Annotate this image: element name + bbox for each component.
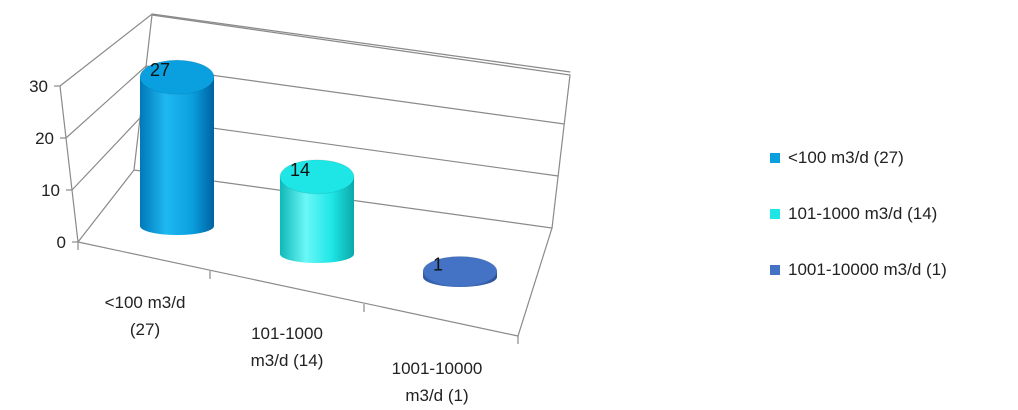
back-wall-edge bbox=[151, 14, 571, 229]
legend-item-101-1000: 101-1000 m3/d (14) bbox=[770, 202, 1010, 226]
bar-top bbox=[279, 159, 355, 195]
x-category-label: m3/d (14) bbox=[251, 351, 324, 370]
bar-2 bbox=[422, 255, 498, 287]
y-axis: 0 10 20 30 bbox=[29, 77, 78, 252]
left-axis bbox=[59, 85, 79, 243]
y-tick-label: 20 bbox=[35, 129, 54, 148]
data-labels: 27 14 1 bbox=[150, 60, 443, 274]
y-tick-label: 30 bbox=[29, 77, 48, 96]
x-category-label: 101-1000 bbox=[251, 324, 323, 343]
floor-edge bbox=[77, 169, 553, 337]
x-category-label: <100 m3/d bbox=[105, 293, 186, 312]
legend: <100 m3/d (27) 101-1000 m3/d (14) 1001-1… bbox=[770, 146, 1010, 314]
legend-swatch-under-100 bbox=[770, 153, 780, 163]
gridline bbox=[59, 13, 571, 87]
bar-top bbox=[422, 255, 498, 287]
data-label: 1 bbox=[433, 254, 443, 274]
x-category-label: m3/d (1) bbox=[405, 386, 468, 405]
data-label: 27 bbox=[150, 60, 170, 80]
x-category-label: 1001-10000 bbox=[392, 359, 483, 378]
bar-0 bbox=[139, 59, 215, 236]
legend-label-1001-10000: 1001-10000 m3/d (1) bbox=[788, 260, 947, 279]
bar-top bbox=[139, 59, 215, 95]
data-label: 14 bbox=[290, 160, 310, 180]
legend-swatch-101-1000 bbox=[770, 209, 780, 219]
x-axis-ticks bbox=[77, 242, 519, 344]
bars bbox=[139, 59, 498, 287]
legend-item-1001-10000: 1001-10000 m3/d (1) bbox=[770, 258, 1010, 282]
bar-body bbox=[280, 176, 354, 263]
y-tick-label: 0 bbox=[57, 233, 66, 252]
gridline bbox=[65, 65, 565, 139]
legend-label-101-1000: 101-1000 m3/d (14) bbox=[788, 204, 938, 223]
bar-1 bbox=[279, 159, 355, 263]
legend-item-under-100: <100 m3/d (27) bbox=[770, 146, 1010, 170]
chart-frame bbox=[59, 14, 571, 337]
legend-swatch-1001-10000 bbox=[770, 265, 780, 275]
legend-label-under-100: <100 m3/d (27) bbox=[788, 148, 904, 167]
bar-body bbox=[140, 77, 214, 236]
x-category-label: (27) bbox=[130, 320, 160, 339]
x-axis-labels: <100 m3/d (27) 101-1000 m3/d (14) 1001-10000… bbox=[105, 293, 483, 405]
y-tick-label: 10 bbox=[41, 181, 60, 200]
